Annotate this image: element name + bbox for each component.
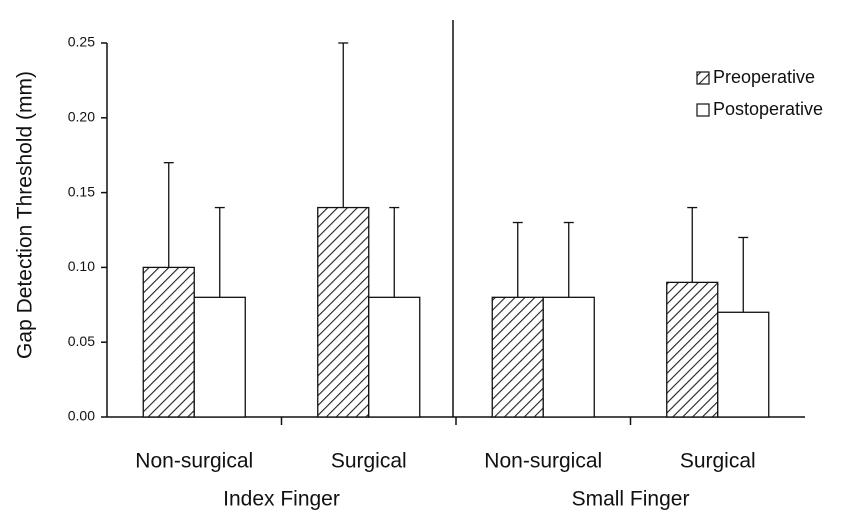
bar [317,206,370,418]
x-tick-label: Non-surgical [484,450,602,473]
x-tick-label: Surgical [680,450,756,473]
y-tick-label: 0.05 [68,333,95,349]
group-label: Index Finger [223,488,340,511]
y-tick-label: 0.15 [68,183,95,199]
y-tick-label: 0.20 [68,109,95,125]
bar [142,266,195,418]
bar [491,296,544,418]
legend-swatch [696,103,710,117]
bar [666,281,719,418]
bar [193,296,246,418]
legend-label: Preoperative [713,67,815,87]
bar [717,311,770,418]
x-tick-label: Non-surgical [135,450,253,473]
x-tick-label: Surgical [331,450,407,473]
y-tick-label: 0.10 [68,258,95,274]
y-axis-label: Gap Detection Threshold (mm) [14,71,37,359]
group-label: Small Finger [572,488,690,511]
y-tick-label: 0.00 [68,408,95,424]
y-tick-label: 0.25 [68,34,95,50]
legend-label: Postoperative [713,99,823,119]
bar [542,296,595,418]
legend-swatch [696,71,710,85]
bar [368,296,421,418]
